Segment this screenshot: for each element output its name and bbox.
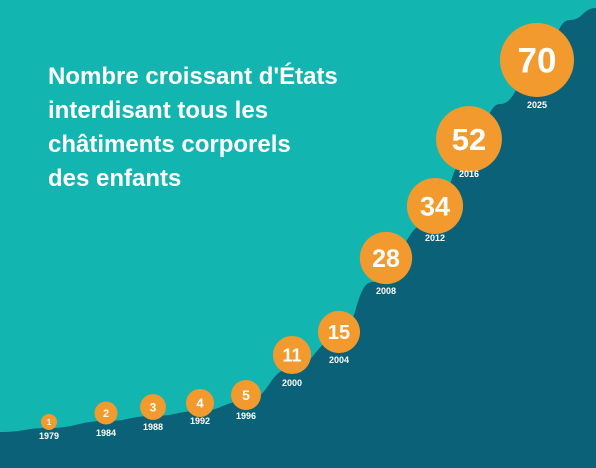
data-label: 11	[282, 345, 301, 365]
growth-area	[0, 8, 596, 468]
data-point-bubble	[436, 106, 502, 172]
data-point-bubble	[41, 414, 57, 430]
x-tick-label: 2016	[459, 169, 479, 179]
x-tick-label: 2000	[282, 378, 302, 388]
data-label: 1	[47, 418, 52, 427]
x-tick-label: 1979	[39, 431, 59, 441]
data-label: 34	[420, 192, 450, 222]
x-tick-label: 1992	[190, 416, 210, 426]
data-point-bubble	[185, 388, 215, 418]
title-line-1: Nombre croissant d'États	[48, 63, 338, 90]
x-tick-label: 1988	[143, 422, 163, 432]
x-tick-label: 2012	[425, 233, 445, 243]
x-tick-label: 1996	[236, 411, 256, 421]
data-label: 5	[242, 387, 250, 403]
data-point-bubble	[231, 380, 261, 410]
data-label: 15	[328, 322, 350, 344]
data-label: 2	[103, 408, 109, 420]
data-point-bubble	[359, 231, 413, 285]
data-label: 3	[150, 400, 157, 414]
data-point-bubble	[140, 394, 166, 420]
x-tick-label: 2008	[376, 286, 396, 296]
data-point-bubble	[94, 401, 118, 425]
x-tick-label: 2025	[527, 100, 547, 110]
chart-title: Nombre croissant d'États interdisant tou…	[48, 60, 428, 196]
data-point-bubble	[317, 310, 361, 354]
data-label: 52	[452, 122, 486, 157]
data-label: 70	[518, 42, 557, 81]
title-line-3: châtiments corporels	[48, 131, 291, 158]
data-point-bubble	[406, 177, 464, 235]
x-tick-label: 1984	[96, 428, 116, 438]
data-point-bubble	[272, 335, 312, 375]
title-line-4: des enfants	[48, 165, 182, 192]
title-line-2: interdisant tous les	[48, 97, 269, 124]
x-tick-label: 2004	[329, 355, 349, 365]
data-point-bubble	[500, 23, 574, 97]
data-label: 28	[372, 245, 400, 273]
data-label: 4	[196, 396, 204, 411]
